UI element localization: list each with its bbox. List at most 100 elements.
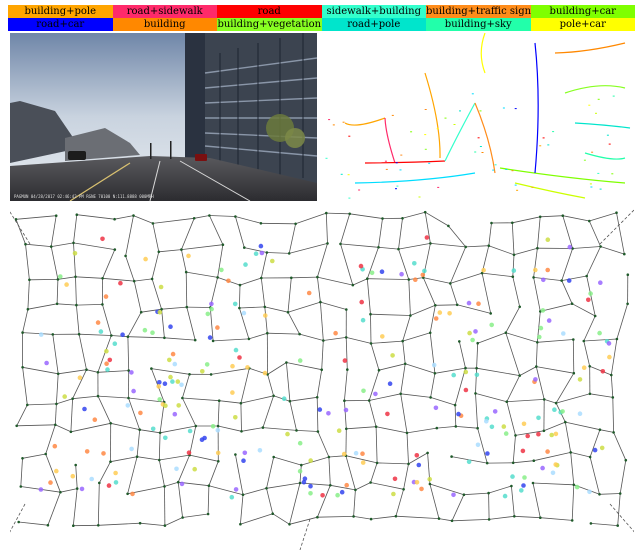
sample-point	[433, 405, 439, 411]
voronoi-vertex	[611, 396, 615, 399]
voronoi-vertex	[55, 302, 59, 306]
sample-point	[416, 462, 422, 468]
sample-point	[360, 460, 366, 465]
voronoi-vertex	[238, 283, 242, 287]
voronoi-edge	[45, 453, 61, 493]
voronoi-vertex	[181, 516, 184, 519]
voronoi-vertex	[127, 396, 130, 400]
sample-point	[163, 403, 168, 408]
sample-point	[233, 347, 239, 353]
edge-fragment	[606, 134, 609, 136]
voronoi-edge	[57, 276, 76, 280]
voronoi-edge	[128, 397, 141, 430]
sample-point	[520, 448, 526, 454]
sample-point	[129, 370, 134, 375]
sample-point	[192, 466, 197, 472]
voronoi-vertex	[188, 373, 191, 376]
sample-point	[101, 451, 106, 456]
sample-point	[390, 353, 395, 358]
voronoi-vertex	[588, 392, 592, 396]
sample-point	[451, 372, 457, 378]
edge-fragment	[428, 162, 431, 164]
voronoi-edge	[287, 277, 292, 313]
voronoi-edge	[267, 374, 274, 396]
sample-point	[581, 365, 587, 370]
sample-point	[306, 290, 312, 296]
voronoi-vertex	[158, 458, 161, 462]
voronoi-edge	[133, 281, 142, 313]
voronoi-vertex	[615, 211, 618, 214]
voronoi-edge	[78, 334, 87, 370]
voronoi-edge	[239, 306, 265, 309]
voronoi-vertex	[429, 242, 432, 245]
voronoi-vertex	[514, 434, 517, 437]
voronoi-edge	[262, 427, 297, 431]
voronoi-edge	[267, 332, 300, 335]
voronoi-edge	[326, 212, 350, 215]
voronoi-edge	[260, 277, 266, 307]
voronoi-edge	[321, 340, 324, 370]
voronoi-edge	[536, 366, 574, 374]
edge-fragment	[588, 104, 591, 106]
voronoi-edge	[511, 222, 515, 255]
voronoi-edge	[102, 249, 116, 279]
voronoi-edge	[177, 482, 183, 518]
voronoi-edge	[457, 304, 491, 314]
edge-stroke	[574, 122, 631, 129]
voronoi-vertex	[511, 275, 515, 278]
voronoi-edge	[110, 456, 138, 463]
voronoi-vertex	[450, 519, 454, 523]
edge-fragment	[471, 93, 474, 95]
voronoi-edge	[134, 278, 153, 282]
voronoi-edge	[488, 222, 492, 246]
voronoi-edge	[182, 397, 197, 427]
sample-point	[233, 487, 239, 492]
voronoi-edge	[240, 513, 273, 525]
sample-point	[237, 355, 242, 360]
voronoi-edge	[73, 242, 76, 277]
edge-fragment	[597, 172, 600, 174]
voronoi-vertex	[572, 338, 575, 341]
voronoi-vertex	[464, 245, 468, 249]
voronoi-edge	[266, 488, 274, 514]
voronoi-edge	[570, 452, 591, 458]
edge-fragment	[453, 124, 456, 125]
voronoi-edge	[240, 368, 250, 404]
voronoi-vertex	[180, 248, 183, 251]
voronoi-vertex	[316, 515, 319, 519]
sample-point	[492, 409, 498, 414]
voronoi-vertex	[163, 524, 167, 527]
voronoi-edge	[346, 337, 372, 344]
voronoi-vertex	[109, 422, 112, 425]
voronoi-vertex	[615, 337, 619, 341]
voronoi-edge	[378, 246, 399, 250]
voronoi-edge	[610, 374, 614, 398]
sample-point	[125, 403, 131, 408]
sample-point	[179, 481, 185, 487]
sample-point	[52, 443, 58, 449]
sample-point	[64, 282, 69, 287]
sample-point	[546, 318, 552, 323]
sample-point	[474, 372, 480, 378]
voronoi-edge	[488, 485, 512, 494]
edge-fragment	[437, 186, 440, 188]
voronoi-edge	[430, 397, 456, 406]
sample-point	[232, 301, 238, 307]
voronoi-edge	[532, 482, 574, 486]
voronoi-vertex	[453, 403, 457, 407]
voronoi-edge	[235, 216, 262, 224]
voronoi-edge	[239, 285, 241, 309]
voronoi-edge	[98, 461, 111, 484]
edge-stroke	[554, 42, 626, 54]
voronoi-edge	[136, 429, 141, 457]
voronoi-edge	[489, 515, 515, 520]
voronoi-vertex	[535, 365, 538, 368]
voronoi-edge	[370, 482, 404, 490]
voronoi-vertex	[21, 457, 24, 460]
voronoi-vertex	[462, 493, 466, 497]
voronoi-vertex	[157, 250, 161, 254]
sample-point	[413, 277, 418, 282]
edge-fragment	[547, 144, 550, 146]
voronoi-edge	[27, 279, 30, 310]
voronoi-edge	[366, 247, 379, 279]
